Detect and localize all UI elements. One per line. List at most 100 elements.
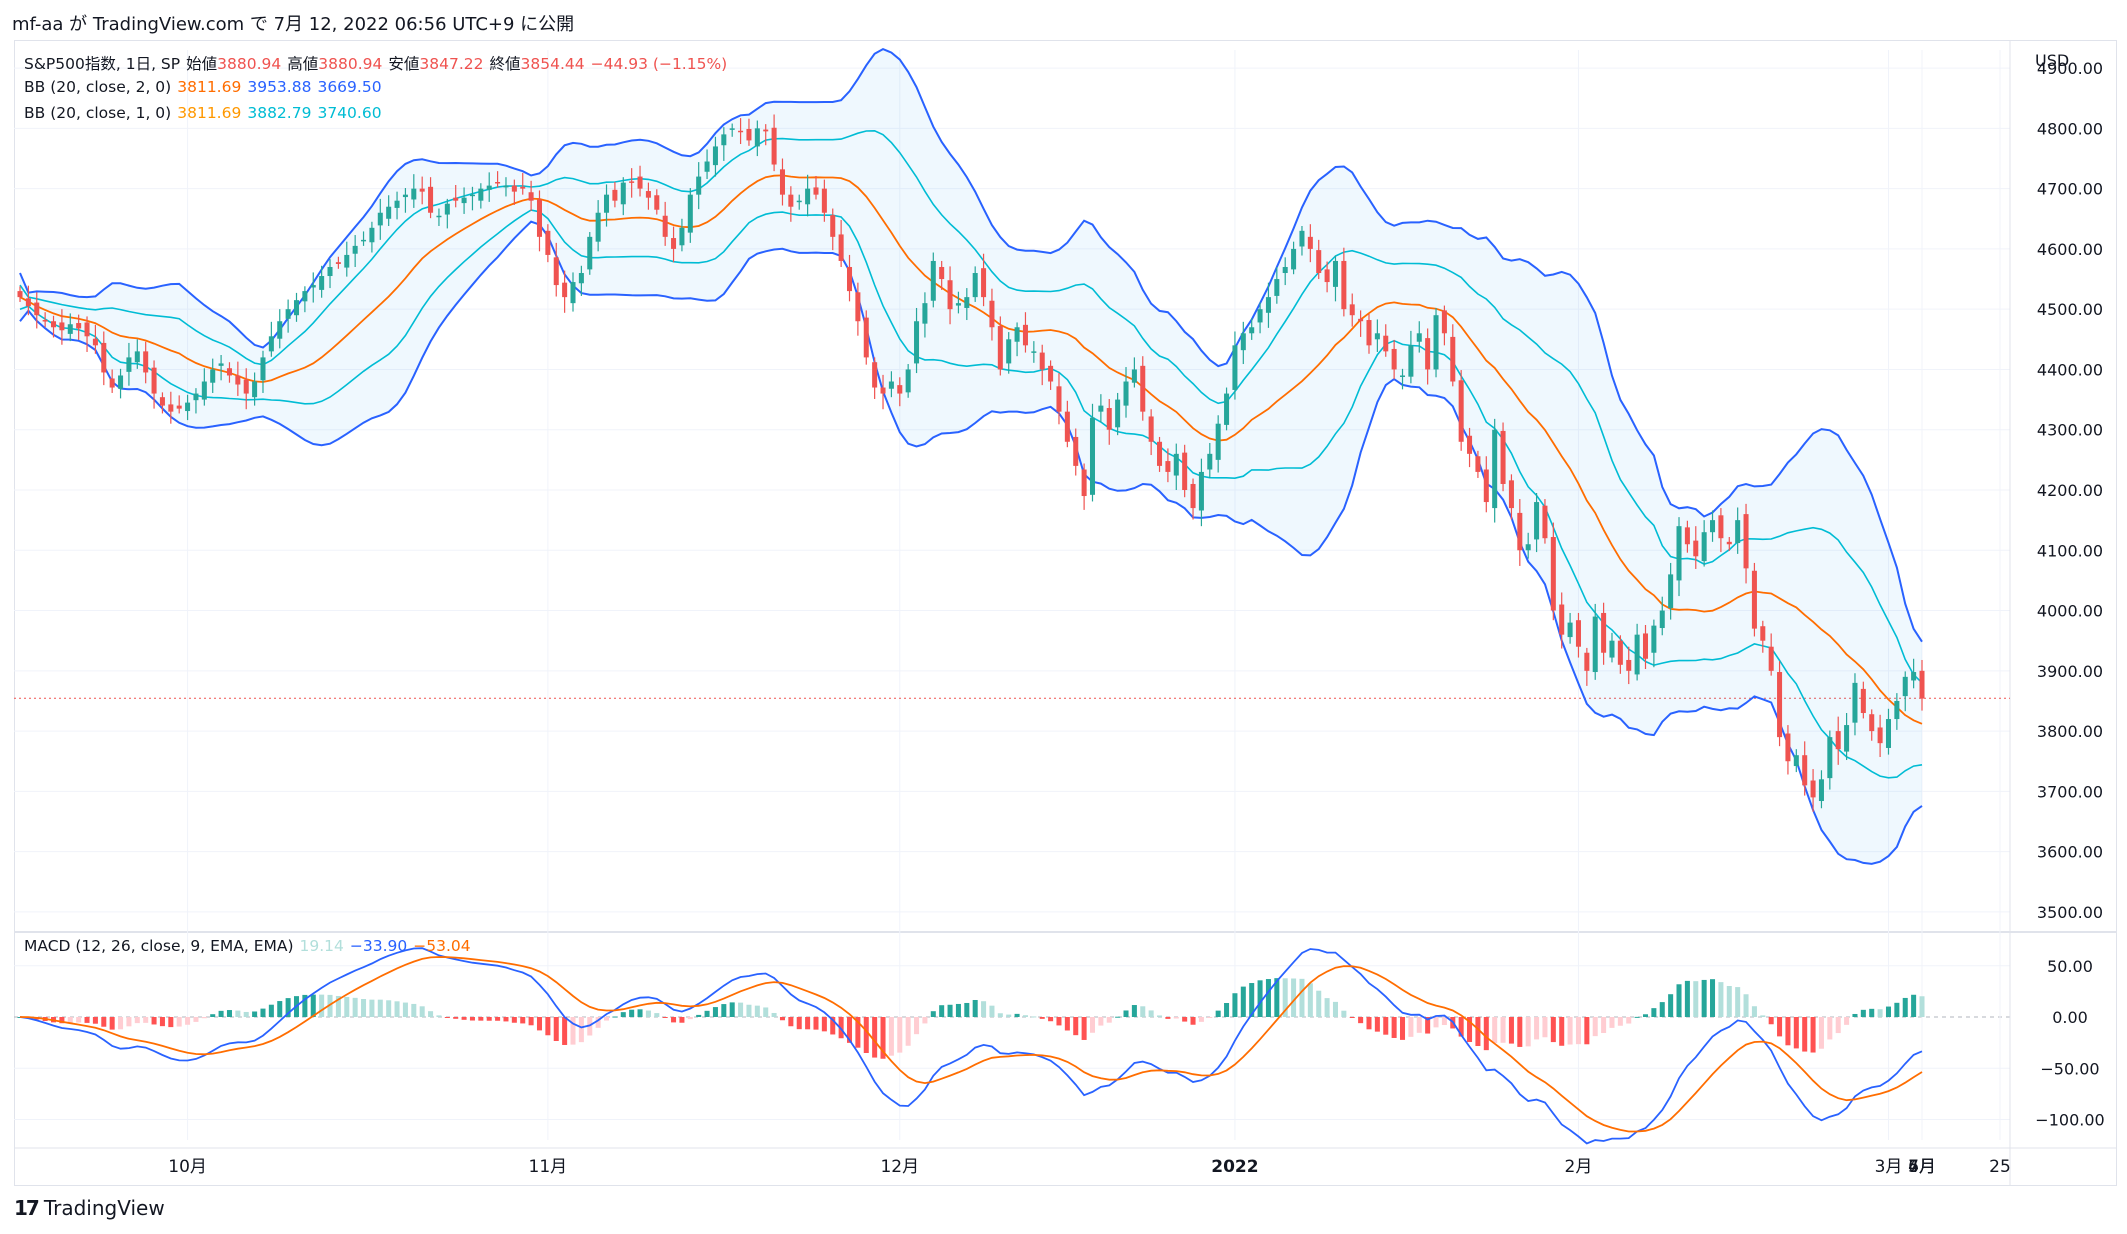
macd-histogram-bar <box>704 1010 710 1017</box>
macd-histogram-bar <box>536 1017 543 1031</box>
candle-body <box>1450 336 1456 382</box>
candle-body <box>1718 515 1724 539</box>
candle <box>905 364 911 398</box>
price-tick-label: 4300.00 <box>2037 421 2103 440</box>
candle-body <box>1559 604 1565 635</box>
candle-body <box>1626 659 1632 671</box>
legend-bb2[interactable]: BB (20, close, 2, 0) 3811.69 3953.88 3669.5… <box>24 78 388 96</box>
macd-histogram-bar <box>1760 1015 1766 1017</box>
candle-body <box>1324 269 1330 283</box>
macd-histogram-bar <box>1735 987 1741 1017</box>
macd-histogram-bar <box>1609 1017 1615 1028</box>
candle-body <box>226 368 232 376</box>
candle <box>444 198 450 229</box>
candle <box>193 388 199 414</box>
candle-body <box>1433 315 1439 370</box>
macd-histogram-bar <box>604 1017 610 1021</box>
candle <box>419 176 425 205</box>
candle <box>260 350 266 393</box>
candle-body <box>1785 733 1791 762</box>
candle <box>1383 324 1389 357</box>
macd-histogram-bar <box>1793 1017 1799 1049</box>
candle <box>1517 499 1523 566</box>
candle-body <box>302 291 308 302</box>
candle <box>687 188 693 243</box>
legend-macd[interactable]: MACD (12, 26, close, 9, EMA, EMA) 19.14 −3… <box>24 937 477 955</box>
price-tick-label: 3600.00 <box>2037 843 2103 862</box>
candle <box>1827 730 1833 790</box>
candle-body <box>436 215 442 218</box>
candle <box>335 256 341 269</box>
candle <box>1911 658 1917 689</box>
axes: 4900.00 4800.00 4700.00 4600.00 4500.00 4400.… <box>168 51 2104 1177</box>
candle <box>1140 356 1146 421</box>
candle-body <box>235 375 241 385</box>
candle <box>1425 328 1431 385</box>
candle <box>587 232 593 275</box>
candle <box>553 242 559 297</box>
macd-histogram-bar <box>1701 979 1707 1017</box>
candle <box>118 368 124 399</box>
candle-body <box>981 268 987 298</box>
macd-histogram-bar <box>1458 1017 1464 1037</box>
candle <box>243 368 249 410</box>
macd-histogram-bar <box>1190 1017 1196 1025</box>
macd-histogram-bar <box>1131 1005 1137 1017</box>
candle-body <box>1274 279 1280 296</box>
candle <box>763 124 769 146</box>
candle-body <box>1006 339 1012 364</box>
candle-body <box>964 297 970 308</box>
macd-histogram-bar <box>1626 1017 1632 1024</box>
candle <box>922 292 928 338</box>
macd-histogram-bar <box>595 1017 601 1028</box>
candle <box>1735 507 1741 554</box>
macd-histogram-bar <box>1668 994 1674 1017</box>
candle <box>863 310 869 365</box>
candle-body <box>771 127 777 165</box>
time-tick-label: 2月 <box>1565 1157 1593 1177</box>
candle-body <box>1316 250 1322 274</box>
candle-body <box>545 230 551 255</box>
candle-body <box>905 369 911 393</box>
macd-histogram-bar <box>612 1016 618 1018</box>
candle-body <box>411 188 417 200</box>
candle <box>888 371 894 398</box>
footer-brand[interactable]: 17 TradingView <box>14 1196 165 1220</box>
candle <box>1508 474 1514 520</box>
candle-body <box>461 197 467 204</box>
macd-histogram-bar <box>981 1001 987 1017</box>
macd-histogram-bar <box>76 1017 82 1023</box>
candle <box>1743 503 1749 584</box>
legend-low-label: 安値 <box>388 55 420 73</box>
macd-tick-label: −50.00 <box>2040 1059 2099 1078</box>
macd-histogram-bar <box>134 1017 140 1024</box>
legend-bb1[interactable]: BB (20, close, 1, 0) 3811.69 3882.79 3740.6… <box>24 104 388 122</box>
candle <box>1064 400 1070 448</box>
candle-body <box>218 363 224 366</box>
macd-histogram-bar <box>1240 986 1246 1017</box>
macd-histogram-bar <box>620 1012 626 1017</box>
candle-body <box>1282 266 1288 274</box>
candle-body <box>1668 574 1674 609</box>
macd-histogram-bar <box>260 1008 266 1017</box>
candle-body <box>1500 430 1506 484</box>
macd-histogram-bar <box>1374 1017 1380 1032</box>
macd-histogram-bar <box>118 1017 124 1030</box>
candle <box>143 341 149 384</box>
candle <box>25 285 31 316</box>
macd-histogram-bar <box>335 996 341 1017</box>
candle-body <box>1148 416 1154 442</box>
candle <box>277 309 283 349</box>
candle <box>1810 769 1816 812</box>
macd-histogram-bar <box>1157 1015 1163 1017</box>
candle-body <box>1056 386 1062 412</box>
candle <box>1860 681 1866 719</box>
candle <box>830 208 836 251</box>
candle <box>377 198 383 240</box>
macd-histogram-bar <box>1567 1017 1573 1045</box>
price-tick-label: 4800.00 <box>2037 119 2103 138</box>
candle <box>595 200 601 252</box>
candle-body <box>888 381 894 389</box>
macd-histogram-bar <box>763 1007 769 1017</box>
